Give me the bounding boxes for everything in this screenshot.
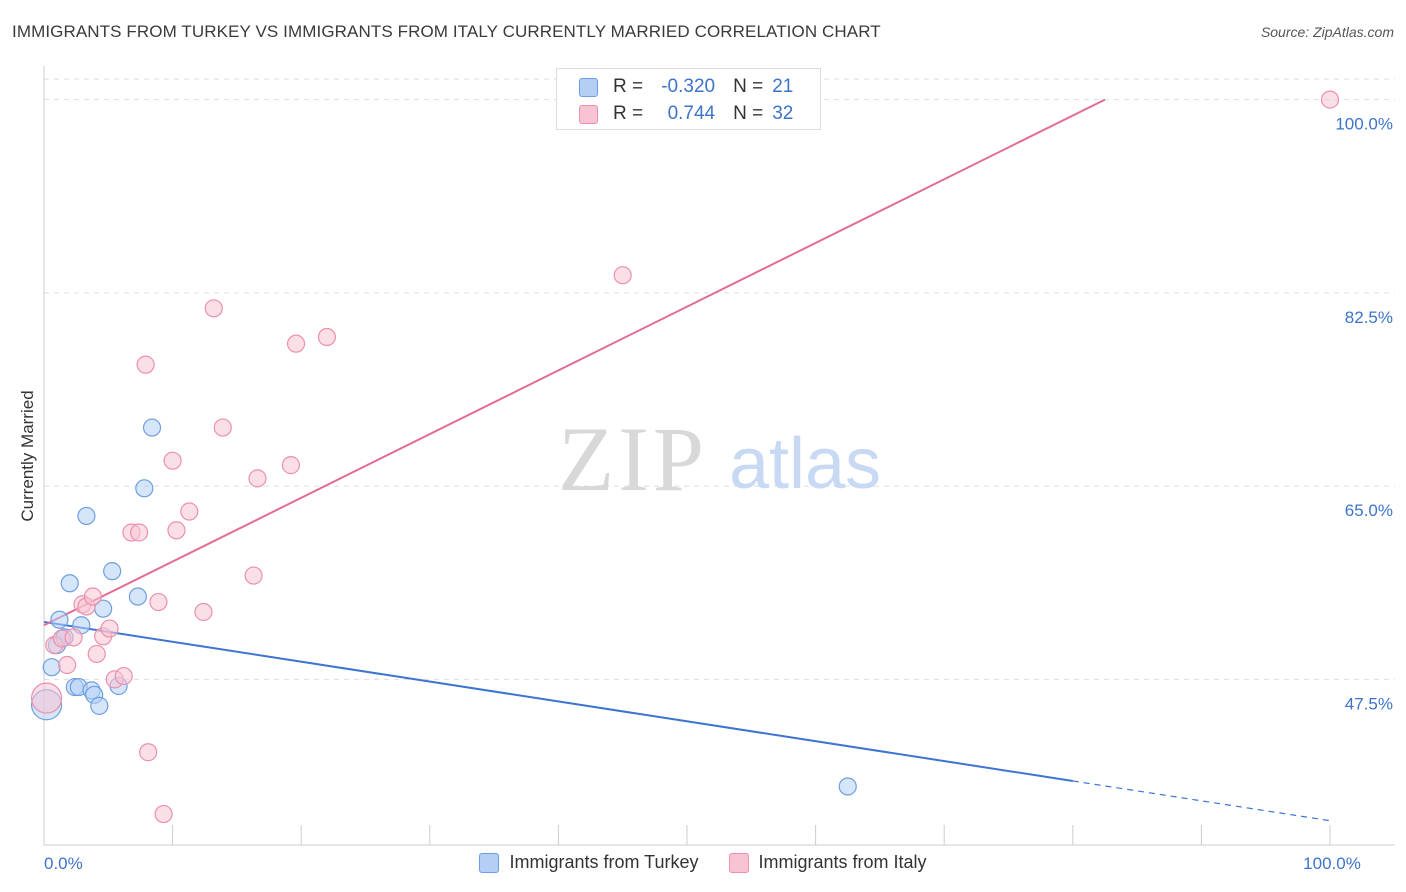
- x-tick-label: 0.0%: [44, 854, 83, 873]
- watermark: ZIP atlas: [558, 408, 881, 510]
- italy-n-value: 32: [772, 103, 794, 124]
- turkey-trend-extension: [1072, 780, 1331, 822]
- italy-point: [100, 619, 119, 638]
- italy-point: [139, 743, 158, 762]
- italy-point: [30, 682, 63, 714]
- turkey-point: [42, 658, 61, 677]
- italy-r-value: 0.744: [667, 103, 716, 124]
- italy-point: [114, 666, 133, 686]
- italy-trend-line: [43, 98, 1106, 627]
- watermark-zip: ZIP: [558, 408, 708, 510]
- r-label: R =: [613, 103, 644, 124]
- legend-item-italy[interactable]: Immigrants from Italy: [728, 852, 927, 873]
- stats-row-turkey: R = -0.320 N = 21: [579, 74, 793, 100]
- italy-point: [180, 502, 199, 521]
- turkey-point: [90, 696, 109, 715]
- turkey-point: [838, 777, 857, 796]
- turkey-point: [135, 479, 154, 498]
- turkey-point: [60, 574, 79, 593]
- italy-point: [167, 521, 186, 540]
- axis-layer: [43, 66, 1395, 846]
- n-label: N =: [733, 76, 764, 97]
- turkey-point: [128, 587, 147, 606]
- italy-point: [317, 327, 337, 347]
- y-axis-label: Currently Married: [18, 390, 37, 521]
- italy-point: [281, 456, 301, 475]
- n-label: N =: [733, 103, 764, 124]
- italy-point: [248, 469, 267, 488]
- italy-point: [87, 644, 106, 664]
- legend-label-turkey: Immigrants from Turkey: [509, 852, 699, 872]
- bottom-legend: Immigrants from Turkey Immigrants from I…: [0, 852, 1406, 873]
- italy-swatch-icon: [579, 104, 598, 124]
- point-layer: [30, 90, 1340, 824]
- legend-item-turkey[interactable]: Immigrants from Turkey: [479, 852, 699, 873]
- source-label: Source: ZipAtlas.com: [1260, 24, 1394, 40]
- y-tick-label: 100.0%: [1335, 115, 1393, 134]
- trend-layer: [43, 98, 1331, 822]
- turkey-legend-swatch-icon: [479, 852, 500, 873]
- italy-point: [64, 628, 83, 647]
- stats-row-italy: R = 0.744 N = 32: [579, 101, 793, 127]
- chart-title: IMMIGRANTS FROM TURKEY VS IMMIGRANTS FRO…: [12, 22, 881, 41]
- r-label: R =: [613, 76, 644, 97]
- turkey-point: [103, 562, 122, 581]
- italy-point: [149, 592, 168, 612]
- italy-point: [58, 655, 77, 675]
- y-tick-label: 65.0%: [1345, 501, 1393, 520]
- turkey-r-value: -0.320: [661, 76, 716, 97]
- italy-legend-swatch-icon: [728, 852, 749, 873]
- y-tick-label: 82.5%: [1345, 308, 1393, 327]
- grid-layer: [44, 78, 1395, 680]
- italy-point: [83, 587, 102, 606]
- italy-point: [613, 266, 632, 285]
- watermark-atlas: atlas: [729, 424, 881, 504]
- italy-point: [244, 566, 263, 585]
- stats-legend: R = -0.320 N = 21 R = 0.744 N = 32: [556, 68, 821, 130]
- italy-point: [204, 299, 223, 318]
- turkey-swatch-icon: [579, 77, 598, 97]
- turkey-n-value: 21: [772, 76, 794, 97]
- turkey-point: [50, 610, 69, 629]
- italy-point: [194, 602, 213, 622]
- italy-point: [154, 804, 173, 824]
- italy-point: [130, 523, 149, 542]
- turkey-point: [77, 506, 96, 526]
- x-tick-label: 100.0%: [1303, 854, 1361, 873]
- italy-point: [163, 451, 182, 470]
- turkey-trend-line: [43, 620, 1073, 782]
- turkey-point: [142, 418, 162, 437]
- italy-point: [1320, 90, 1340, 109]
- label-layer: 47.5% 65.0% 82.5% 100.0% 0.0% 100.0%: [44, 115, 1393, 873]
- italy-point: [286, 334, 306, 353]
- legend-label-italy: Immigrants from Italy: [758, 852, 927, 872]
- italy-point: [136, 355, 155, 374]
- y-tick-label: 47.5%: [1345, 694, 1393, 713]
- italy-point: [213, 418, 232, 437]
